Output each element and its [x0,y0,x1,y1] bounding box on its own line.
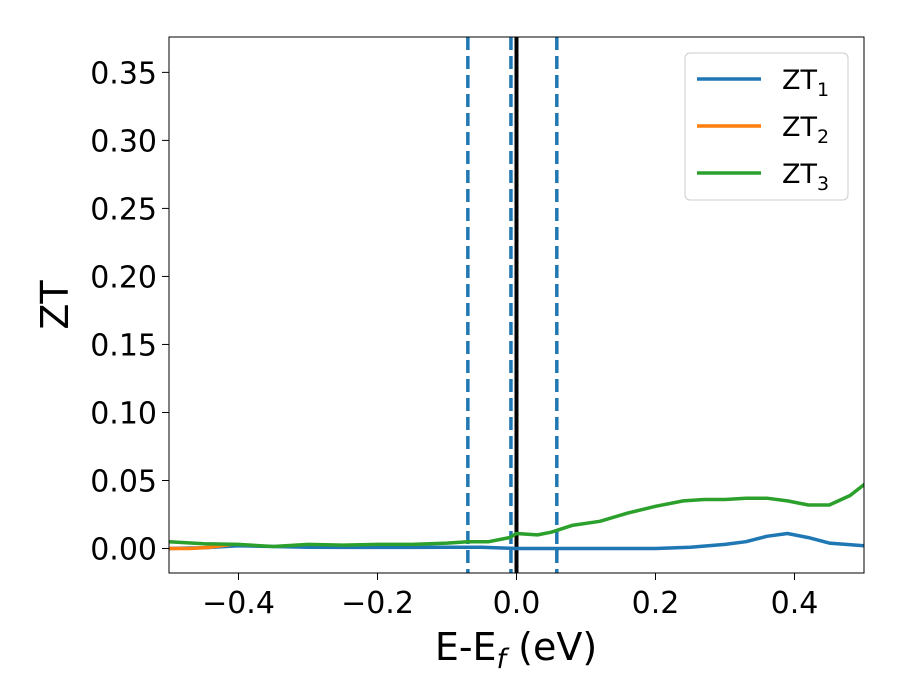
y-tick-label: 0.35 [90,56,157,91]
series-line-1 [169,531,864,551]
y-tick-label: 0.30 [90,124,157,159]
legend-label-1: ZT1 [782,65,829,101]
x-tick-label: 0.4 [771,586,819,621]
y-tick-label: 0.00 [90,533,157,568]
legend-label-3: ZT3 [782,159,829,195]
vertical-lines [466,37,559,573]
y-tick-label: 0.25 [90,192,157,227]
y-axis-label: ZT [33,280,77,330]
y-tick-label: 0.20 [90,260,157,295]
x-tick-label: 0.2 [632,586,680,621]
y-tick-label: 0.10 [90,396,157,431]
x-tick-label: 0.0 [493,586,541,621]
y-tick-label: 0.15 [90,328,157,363]
legend: ZT1 ZT2 ZT3 [684,52,849,201]
x-tick-label: −0.2 [341,586,414,621]
x-axis-ticks: −0.4 −0.2 0.0 0.2 0.4 [202,573,818,621]
series-line-3 [169,482,864,549]
x-axis-label: E-Ef (eV) [435,625,597,675]
y-axis-ticks: 0.00 0.05 0.10 0.15 0.20 0.25 0.30 0.35 [90,56,169,568]
legend-box [684,52,849,201]
x-tick-label: −0.4 [202,586,275,621]
series-lines [169,482,864,551]
legend-label-2: ZT2 [782,112,829,148]
y-tick-label: 0.05 [90,464,157,499]
